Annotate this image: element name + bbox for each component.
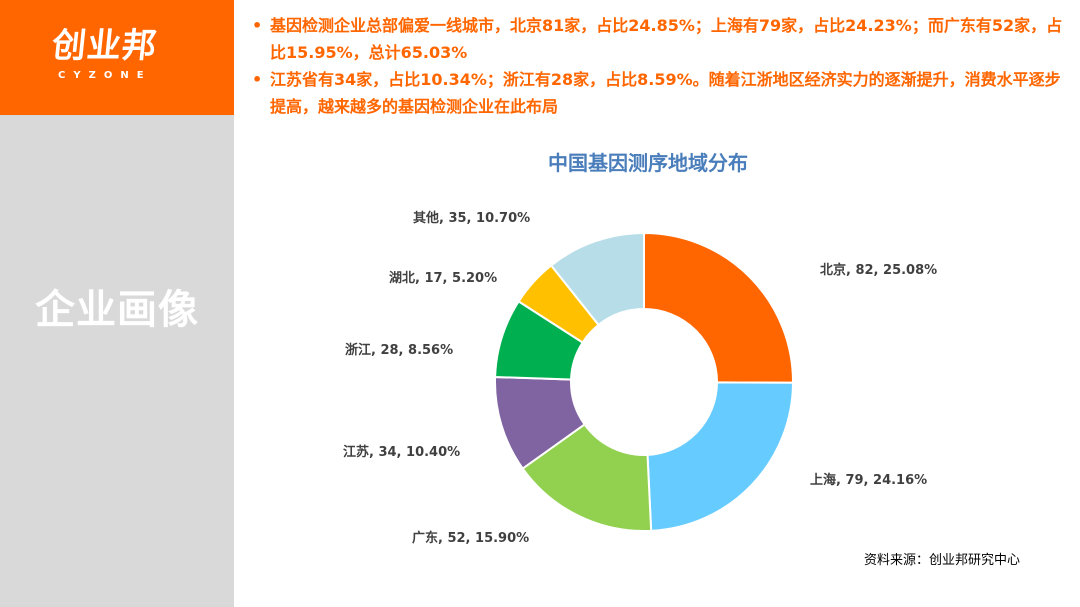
bullet-dot-icon: • xyxy=(252,16,263,35)
section-title: 企业画像 xyxy=(35,287,199,333)
bullet-item: • 基因检测企业总部偏爱一线城市，北京81家，占比24.85%；上海有79家，占… xyxy=(250,12,1065,66)
bullet-list: • 基因检测企业总部偏爱一线城市，北京81家，占比24.85%；上海有79家，占… xyxy=(250,12,1065,120)
donut-slice-1 xyxy=(646,381,795,532)
bullet-item: • 江苏省有34家，占比10.34%；浙江有28家，占比8.59%。随着江浙地区… xyxy=(250,66,1065,120)
data-label-0: 北京, 82, 25.08% xyxy=(820,262,937,278)
logo: 创业邦 CYZONE xyxy=(0,0,234,115)
data-label-4: 浙江, 28, 8.56% xyxy=(345,342,453,358)
data-label-1: 上海, 79, 24.16% xyxy=(810,472,927,488)
bullet-dot-icon: • xyxy=(252,70,263,89)
bullet-text: 江苏省有34家，占比10.34%；浙江有28家，占比8.59%。随着江浙地区经济… xyxy=(270,70,1061,116)
data-label-2: 广东, 52, 15.90% xyxy=(412,530,529,546)
data-label-3: 江苏, 34, 10.40% xyxy=(343,444,460,460)
donut-slice-6 xyxy=(549,231,645,327)
data-label-6: 其他, 35, 10.70% xyxy=(413,210,530,226)
slices-layer xyxy=(494,231,795,532)
data-label-5: 湖北, 17, 5.20% xyxy=(389,271,497,286)
source-note: 资料来源：创业邦研究中心 xyxy=(864,553,1021,568)
bullet-text: 基因检测企业总部偏爱一线城市，北京81家，占比24.85%；上海有79家，占比2… xyxy=(270,16,1063,62)
labels-layer: 北京, 82, 25.08% 上海, 79, 24.16% 广东, 52, 15.9… xyxy=(343,210,937,546)
logo-subtext: CYZONE xyxy=(58,70,152,81)
donut-slice-0 xyxy=(643,231,794,384)
chart-title: 中国基因测序地域分布 xyxy=(548,151,748,175)
